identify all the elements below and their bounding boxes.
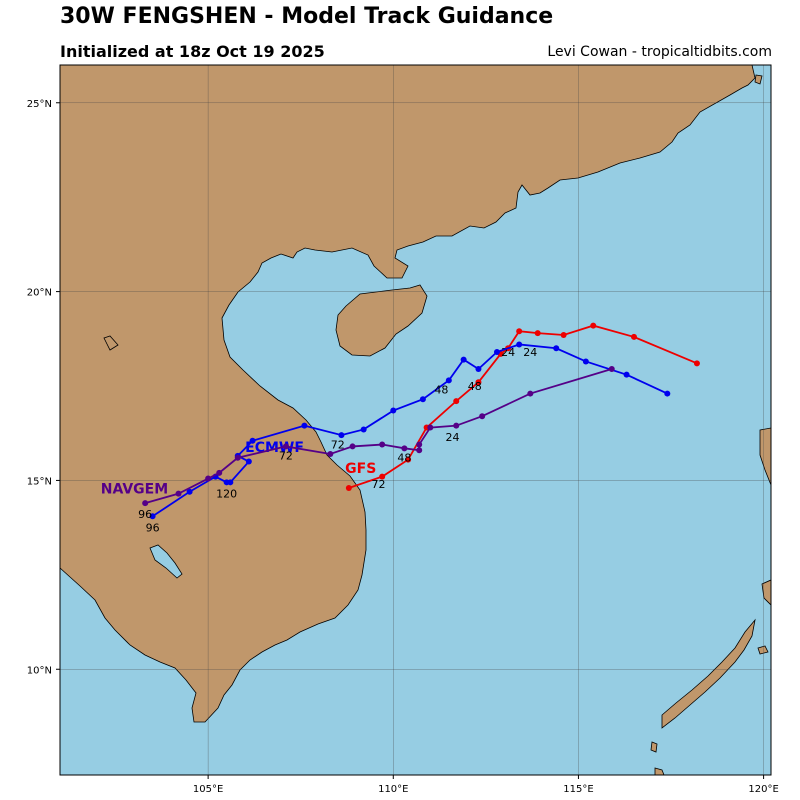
chart-subtitle: Initialized at 18z Oct 19 2025 <box>60 42 325 61</box>
forecast-hour-label: 48 <box>434 384 448 397</box>
luzon-island-land <box>759 427 771 486</box>
y-tick-label: 25°N <box>27 99 52 110</box>
forecast-hour-label: 48 <box>468 380 482 393</box>
mainland-asia-land <box>60 65 756 723</box>
forecast-hour-label: 96 <box>138 508 152 521</box>
mindoro-island-land <box>761 579 771 606</box>
small-island-land <box>757 645 769 655</box>
y-tick-label: 20°N <box>27 288 52 299</box>
ecmwf-track-point <box>553 345 560 352</box>
forecast-hour-label: 48 <box>397 452 411 465</box>
ecmwf-track-point <box>223 479 230 486</box>
forecast-hour-label: 72 <box>331 438 345 451</box>
palawan-island-land <box>661 618 756 729</box>
ecmwf-track-point <box>360 426 367 433</box>
navgem-track-point <box>416 447 423 454</box>
forecast-hour-label: 120 <box>216 487 237 500</box>
map-frame <box>59 64 772 776</box>
ecmwf-track-point <box>149 513 156 520</box>
small-island-land <box>103 335 119 351</box>
navgem-track-point <box>401 445 408 452</box>
navgem-track-point <box>282 443 289 450</box>
gfs-track-point <box>590 322 597 329</box>
navgem-track-point <box>427 424 434 431</box>
tonle-sap-lake <box>149 544 183 579</box>
navgem-track-point <box>142 500 149 507</box>
ecmwf-track-point <box>249 437 256 444</box>
credit-text: Levi Cowan - tropicaltidbits.com <box>547 44 772 60</box>
y-tick-label: 15°N <box>27 476 52 487</box>
navgem-track-point <box>349 443 356 450</box>
axis-ticks: 105°E 110°E 115°E 120°E 10°N 15°N 20°N 25°N <box>27 99 779 795</box>
navgem-track-point <box>479 413 486 420</box>
gfs-track-point <box>405 456 412 463</box>
gfs-track-point <box>534 330 541 337</box>
navgem-track-point <box>608 366 615 373</box>
gfs-track-point <box>693 360 700 367</box>
ecmwf-track-point <box>460 356 467 363</box>
gfs-track-point <box>475 379 482 386</box>
ecmwf-track-point <box>419 396 426 403</box>
gfs-track-point <box>516 328 523 335</box>
gfs-model-label: GFS <box>345 461 376 477</box>
gfs-track-point <box>379 473 386 480</box>
ecmwf-track-point <box>475 366 482 373</box>
y-tick-label: 10°N <box>27 665 52 676</box>
small-island-land <box>754 74 763 85</box>
ecmwf-track-point <box>445 377 452 384</box>
x-tick-label: 110°E <box>378 784 408 795</box>
ecmwf-track-point <box>516 341 523 348</box>
x-tick-label: 105°E <box>193 784 223 795</box>
gfs-track-point <box>560 332 567 339</box>
navgem-track-point <box>327 450 334 457</box>
gfs-track-point <box>630 333 637 340</box>
x-tick-label: 115°E <box>563 784 593 795</box>
navgem-track-point <box>379 441 386 448</box>
ecmwf-track-point <box>493 349 500 356</box>
forecast-hour-label: 24 <box>446 431 460 444</box>
forecast-hour-label: 72 <box>371 478 385 491</box>
navgem-model-label: NAVGEM <box>101 482 168 498</box>
navgem-track-point <box>216 469 223 476</box>
gfs-track-line <box>348 324 698 489</box>
forecast-hour-label: 96 <box>146 521 160 534</box>
gfs-track-point <box>345 484 352 491</box>
navgem-track-point <box>527 390 534 397</box>
ecmwf-track-point <box>664 390 671 397</box>
gfs-track-point <box>453 398 460 405</box>
graticule <box>60 65 771 775</box>
navgem-track-point <box>453 422 460 429</box>
ecmwf-track-point <box>301 422 308 429</box>
ecmwf-track-point <box>338 432 345 439</box>
navgem-track-point <box>234 454 241 461</box>
chart-title: 30W FENGSHEN - Model Track Guidance <box>60 4 554 29</box>
ecmwf-track-point <box>582 358 589 365</box>
x-tick-label: 120°E <box>748 784 778 795</box>
navgem-track-point <box>205 475 212 482</box>
ecmwf-track-point <box>623 371 630 378</box>
navgem-track-point <box>175 490 182 497</box>
forecast-hour-label: 24 <box>523 346 537 359</box>
ecmwf-track-point <box>390 407 397 414</box>
landmasses <box>60 65 771 775</box>
navgem-track: 24 48 72 96 NAVGEM <box>101 366 615 521</box>
small-island-land <box>654 767 665 775</box>
ecmwf-track-point <box>245 458 252 465</box>
hainan-island-land <box>335 284 428 357</box>
ecmwf-track-point <box>186 488 193 495</box>
small-island-land <box>650 741 658 753</box>
navgem-track-point <box>416 441 423 448</box>
forecast-hour-label: 72 <box>279 450 293 463</box>
